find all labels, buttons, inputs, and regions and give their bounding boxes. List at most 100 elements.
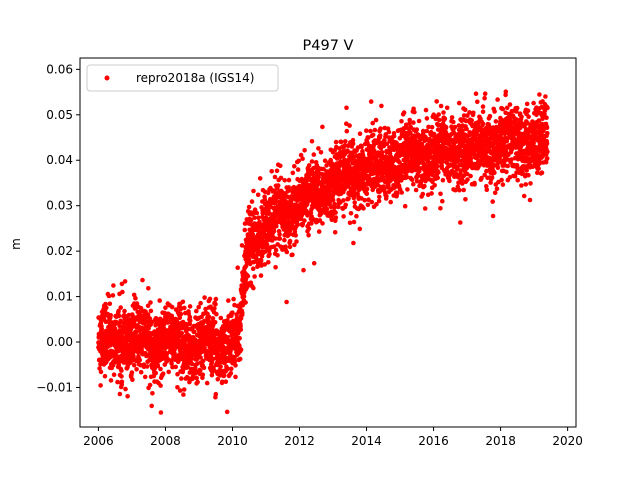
- data-point: [287, 244, 293, 250]
- data-point: [333, 210, 338, 215]
- data-point: [347, 220, 353, 226]
- data-point: [438, 191, 443, 197]
- x-tick-label: 2012: [284, 434, 315, 448]
- data-point: [184, 321, 189, 327]
- data-point: [225, 366, 231, 372]
- data-point: [507, 102, 513, 107]
- data-point: [399, 190, 405, 195]
- data-point: [271, 228, 277, 234]
- data-point: [440, 198, 445, 204]
- data-point: [422, 206, 428, 211]
- data-point: [413, 187, 419, 193]
- data-point: [235, 265, 240, 271]
- data-point: [528, 181, 533, 186]
- data-point: [211, 356, 216, 362]
- data-point: [116, 313, 122, 319]
- data-point: [480, 109, 486, 114]
- data-point: [495, 97, 500, 102]
- data-point: [180, 299, 186, 305]
- data-point: [332, 230, 338, 235]
- data-point: [514, 105, 520, 111]
- data-point: [133, 295, 138, 301]
- data-point: [377, 133, 383, 138]
- data-point: [357, 226, 363, 232]
- data-point: [177, 315, 183, 321]
- data-point: [524, 168, 529, 173]
- data-point: [302, 148, 307, 153]
- data-point: [451, 119, 456, 125]
- data-point: [330, 197, 336, 203]
- data-point: [411, 181, 416, 187]
- data-point: [377, 194, 382, 200]
- data-point: [142, 374, 148, 380]
- data-point: [166, 369, 171, 375]
- data-point: [300, 156, 305, 161]
- data-point: [311, 261, 317, 266]
- y-axis-label: m: [9, 238, 23, 250]
- y-tick-label: 0.01: [46, 290, 73, 304]
- data-point: [499, 177, 504, 183]
- data-point: [545, 130, 550, 136]
- data-point: [404, 174, 410, 180]
- x-tick-label: 2016: [418, 434, 449, 448]
- data-point: [138, 306, 144, 311]
- data-point: [125, 394, 130, 399]
- data-point: [106, 293, 112, 299]
- data-point: [223, 379, 229, 385]
- data-point: [274, 168, 280, 174]
- y-tick-label: 0.04: [46, 153, 73, 167]
- data-point: [238, 327, 244, 332]
- data-point: [144, 364, 150, 369]
- data-point: [131, 353, 136, 359]
- data-point: [364, 186, 370, 192]
- data-point: [351, 240, 356, 246]
- data-point: [220, 379, 225, 385]
- data-point: [544, 125, 550, 131]
- data-point: [213, 301, 218, 307]
- data-point: [275, 253, 280, 258]
- data-point: [108, 378, 114, 383]
- data-point: [333, 139, 339, 145]
- data-point: [354, 213, 359, 219]
- chart-title: P497 V: [303, 38, 354, 54]
- data-point: [122, 308, 127, 314]
- data-point: [251, 259, 257, 265]
- data-point: [344, 105, 349, 111]
- data-point: [523, 182, 529, 187]
- data-point: [545, 149, 550, 154]
- data-point: [424, 116, 430, 121]
- data-point: [269, 169, 275, 174]
- data-point: [182, 305, 187, 311]
- data-point: [117, 391, 123, 397]
- y-tick-label: 0.03: [46, 199, 73, 213]
- data-point: [286, 177, 292, 183]
- data-point: [521, 193, 527, 199]
- data-point: [115, 379, 120, 385]
- data-point: [157, 298, 162, 303]
- data-point: [246, 204, 252, 210]
- data-point: [271, 244, 277, 249]
- data-point: [544, 156, 550, 161]
- data-point: [241, 293, 247, 299]
- data-point: [242, 227, 248, 233]
- data-point: [301, 267, 306, 273]
- data-point: [295, 167, 301, 172]
- data-point: [435, 175, 441, 181]
- data-point: [273, 247, 279, 253]
- data-point: [214, 311, 219, 317]
- data-point: [273, 199, 279, 205]
- data-point: [198, 300, 203, 306]
- data-point: [320, 221, 325, 226]
- data-point: [504, 169, 509, 175]
- data-point: [213, 391, 219, 397]
- data-point: [531, 100, 536, 106]
- data-point: [436, 112, 442, 117]
- data-point: [224, 409, 230, 415]
- data-point: [489, 175, 495, 180]
- data-point: [527, 197, 533, 203]
- data-point: [187, 304, 193, 309]
- data-point: [272, 174, 278, 180]
- data-point: [175, 385, 180, 390]
- data-point: [251, 188, 256, 194]
- data-point: [232, 359, 238, 364]
